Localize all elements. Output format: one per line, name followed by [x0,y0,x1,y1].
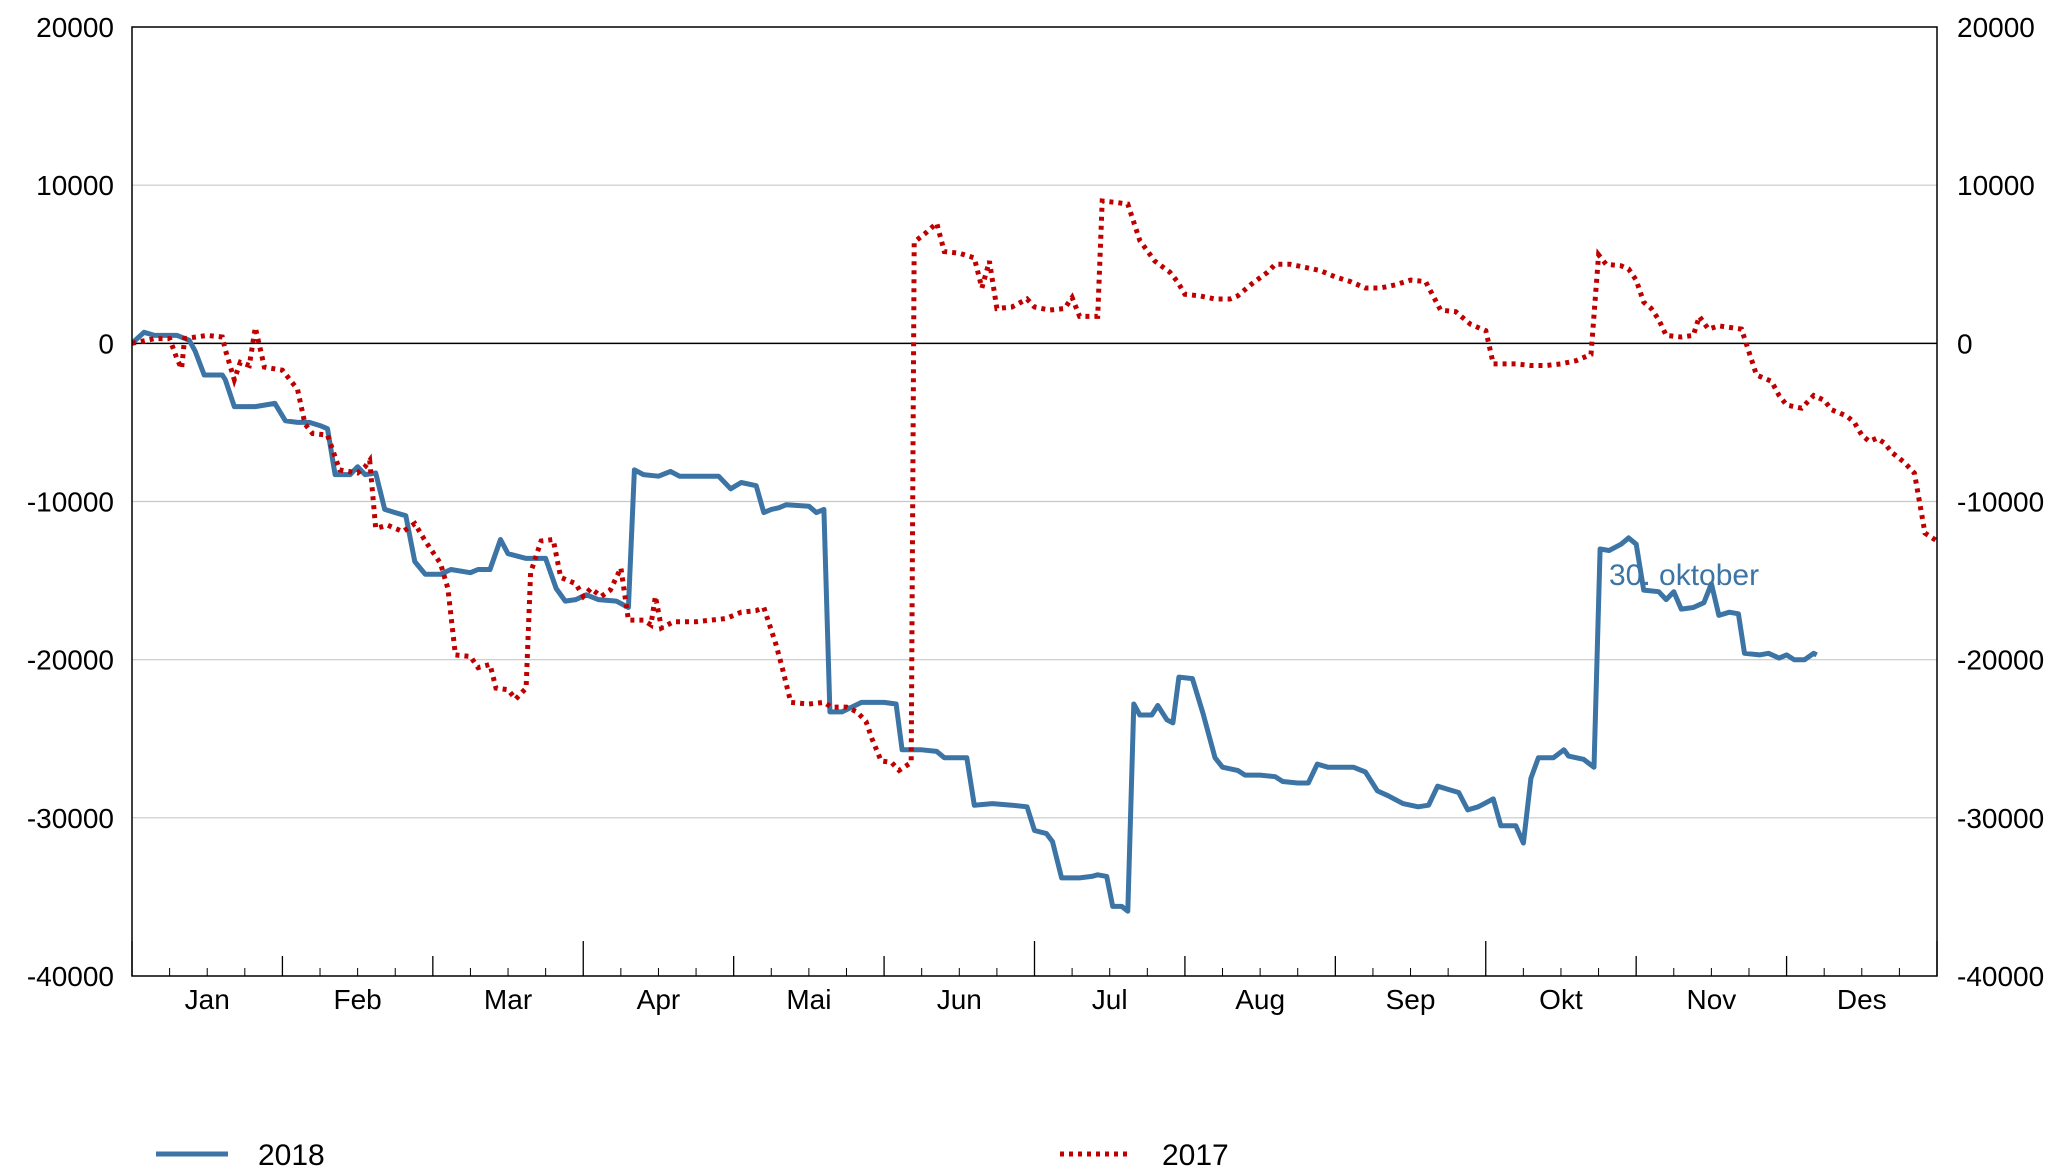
y-axis-left: 20000 10000 0 -10000 -20000 -30000 -40000 [27,12,114,992]
y-tick-label-left: 0 [98,328,114,359]
y-tick-label-left: 20000 [36,12,114,43]
legend-label-2018: 2018 [258,1139,325,1170]
y-tick-label-right: 0 [1957,328,1973,359]
y-tick-label-left: -20000 [27,645,114,676]
y-tick-label-right: -10000 [1957,487,2044,518]
legend: 2018 2017 [156,1139,1229,1170]
y-tick-label-left: -10000 [27,487,114,518]
legend-label-2017: 2017 [1162,1139,1229,1170]
x-tick-label: Feb [334,984,382,1015]
x-tick-label: Jul [1092,984,1128,1015]
series-line-2018 [132,329,1818,914]
y-tick-label-left: -30000 [27,803,114,834]
series-lines [132,198,1937,914]
y-tick-label-right: 20000 [1957,12,2035,43]
x-tick-label: Apr [637,984,681,1015]
y-tick-label-right: 10000 [1957,170,2035,201]
x-tick-label: Okt [1539,984,1583,1015]
x-axis: Jan Feb Mar Apr Mai Jun Jul Aug Sep Okt Nov Des [131,941,1938,1015]
y-tick-label-left: -40000 [27,961,114,992]
x-tick-label: Nov [1686,984,1736,1015]
y-tick-label-right: -30000 [1957,803,2044,834]
y-tick-label-right: -20000 [1957,645,2044,676]
y-tick-label-right: -40000 [1957,961,2044,992]
x-tick-label: Aug [1235,984,1285,1015]
x-tick-label: Sep [1386,984,1436,1015]
x-tick-label: Jan [185,984,230,1015]
date-annotation: 30. oktober [1609,559,1759,592]
y-axis-right: 20000 10000 0 -10000 -20000 -30000 -40000 [1957,12,2044,992]
series-line-2017 [132,198,1937,774]
x-tick-label: Mai [786,984,831,1015]
grid-lines [132,184,1937,819]
y-tick-label-left: 10000 [36,170,114,201]
x-tick-label: Des [1837,984,1887,1015]
x-tick-label: Mar [484,984,532,1015]
x-tick-label: Jun [937,984,982,1015]
